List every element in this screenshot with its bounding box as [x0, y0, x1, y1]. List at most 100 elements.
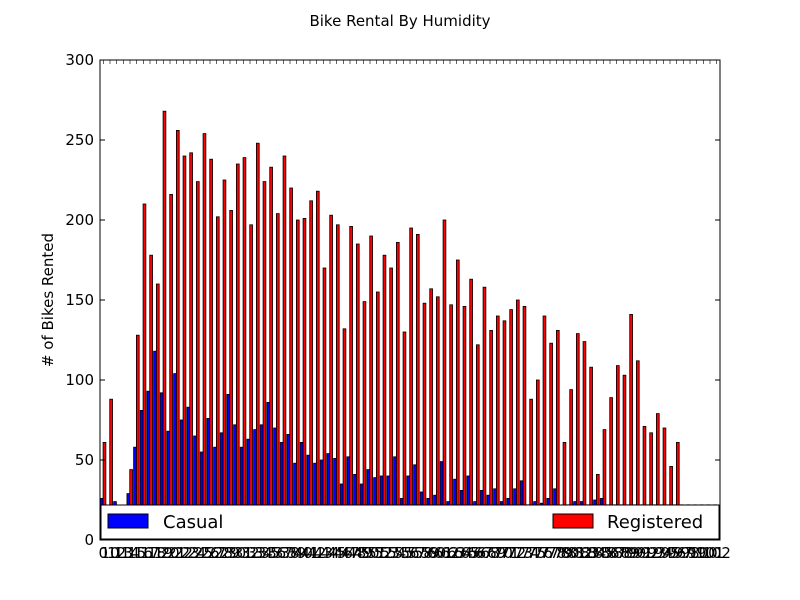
bar-registered-51 — [375, 291, 380, 541]
bar-registered-17 — [149, 254, 153, 541]
x-tick-label: 89 — [620, 544, 639, 562]
x-tick-label: 97 — [674, 544, 693, 562]
bar-registered-20 — [169, 193, 173, 541]
bar-registered-29 — [229, 209, 233, 541]
x-tick-label: 34 — [254, 544, 273, 562]
x-tick-label: 91 — [634, 544, 653, 562]
x-tick-label: 68 — [480, 544, 499, 562]
x-tick-label: 62 — [440, 544, 459, 562]
x-tick-label: 80 — [560, 544, 579, 562]
x-tick-label: 101 — [696, 544, 725, 562]
x-tick-label: 77 — [540, 544, 559, 562]
legend-swatch-casual — [107, 513, 149, 529]
bar-registered-16 — [142, 203, 147, 541]
x-tick-label: 59 — [420, 544, 439, 562]
x-tick-label: 24 — [187, 544, 206, 562]
x-tick-label: 15 — [127, 544, 146, 562]
bar-registered-28 — [222, 179, 227, 541]
bar-registered-44 — [329, 214, 333, 541]
bar-registered-22 — [182, 155, 187, 541]
x-tick-label: 83 — [580, 544, 599, 562]
x-tick-label: 13 — [114, 544, 133, 562]
bar-registered-32 — [249, 224, 253, 541]
bar-registered-52 — [382, 254, 387, 541]
x-tick-label: 102 — [702, 544, 731, 562]
x-tick-label: 96 — [667, 544, 686, 562]
x-tick-label: 22 — [174, 544, 193, 562]
x-tick-label: 48 — [347, 544, 366, 562]
x-tick-label: 53 — [380, 544, 399, 562]
bar-registered-50 — [369, 235, 373, 541]
bar-registered-27 — [215, 216, 220, 541]
legend-label-registered: Registered — [607, 512, 703, 533]
x-tick-label: 87 — [607, 544, 626, 562]
x-tick-label: 19 — [154, 544, 173, 562]
y-tick-label: 0 — [84, 531, 94, 549]
y-axis-label: # of Bikes Rented — [39, 233, 57, 367]
x-tick-label: 66 — [467, 544, 486, 562]
x-tick-label: 52 — [374, 544, 393, 562]
x-tick-label: 86 — [600, 544, 619, 562]
bar-registered-59 — [429, 288, 433, 541]
x-tick-label: 100 — [689, 544, 718, 562]
x-tick-label: 51 — [367, 544, 386, 562]
bar-registered-48 — [355, 243, 360, 541]
bar-registered-53 — [389, 267, 393, 541]
x-tick-label: 98 — [680, 544, 699, 562]
bar-registered-36 — [275, 213, 280, 541]
x-tick-label: 45 — [327, 544, 346, 562]
x-tick-label: 67 — [474, 544, 493, 562]
x-tick-label: 54 — [387, 544, 406, 562]
bar-registered-42 — [315, 190, 320, 541]
x-tick-label: 92 — [640, 544, 659, 562]
x-tick-label: 95 — [660, 544, 679, 562]
x-tick-label: 23 — [180, 544, 199, 562]
x-tick-label: 74 — [520, 544, 539, 562]
legend: Casual Registered — [100, 504, 720, 540]
x-tick-label: 50 — [360, 544, 379, 562]
x-tick-label: 49 — [354, 544, 373, 562]
x-tick-label: 90 — [627, 544, 646, 562]
x-tick-label: 41 — [300, 544, 319, 562]
x-tick-label: 76 — [534, 544, 553, 562]
x-ticks-group: 0101213141516171819202122232425262728293… — [99, 60, 731, 562]
x-tick-label: 55 — [394, 544, 413, 562]
x-tick-label: 10 — [100, 544, 119, 562]
bar-registered-40 — [302, 217, 307, 541]
x-tick-label: 30 — [227, 544, 246, 562]
chart-title: Bike Rental By Humidity — [309, 12, 490, 30]
x-tick-label: 99 — [687, 544, 706, 562]
bar-registered-19 — [162, 110, 167, 541]
bar-registered-23 — [189, 152, 193, 541]
x-tick-label: 31 — [234, 544, 253, 562]
x-tick-label: 85 — [594, 544, 613, 562]
bar-registered-56 — [409, 227, 413, 541]
x-tick-label: 81 — [567, 544, 586, 562]
bar-registered-31 — [242, 157, 247, 541]
x-tick-label: 26 — [200, 544, 219, 562]
x-tick-label: 75 — [527, 544, 546, 562]
x-tick-label: 57 — [407, 544, 426, 562]
legend-label-casual: Casual — [163, 512, 223, 533]
x-tick-label: 17 — [140, 544, 159, 562]
bar-registered-39 — [295, 219, 300, 541]
y-tick-label: 100 — [65, 371, 94, 389]
x-tick-label: 40 — [294, 544, 313, 562]
x-tick-label: 60 — [427, 544, 446, 562]
bar-registered-65 — [469, 278, 473, 541]
bars-group — [99, 110, 717, 541]
bar-registered-45 — [335, 224, 340, 541]
bar-registered-34 — [262, 181, 267, 541]
x-tick-label: 35 — [260, 544, 279, 562]
bar-registered-63 — [455, 259, 460, 541]
x-tick-label: 58 — [414, 544, 433, 562]
x-tick-label: 69 — [487, 544, 506, 562]
bar-registered-26 — [209, 158, 213, 541]
bar-registered-18 — [155, 283, 160, 541]
x-tick-label: 21 — [167, 544, 186, 562]
x-tick-label: 64 — [454, 544, 473, 562]
x-tick-label: 79 — [554, 544, 573, 562]
bar-registered-30 — [235, 163, 240, 541]
x-tick-label: 73 — [514, 544, 533, 562]
bar-registered-35 — [269, 166, 273, 541]
